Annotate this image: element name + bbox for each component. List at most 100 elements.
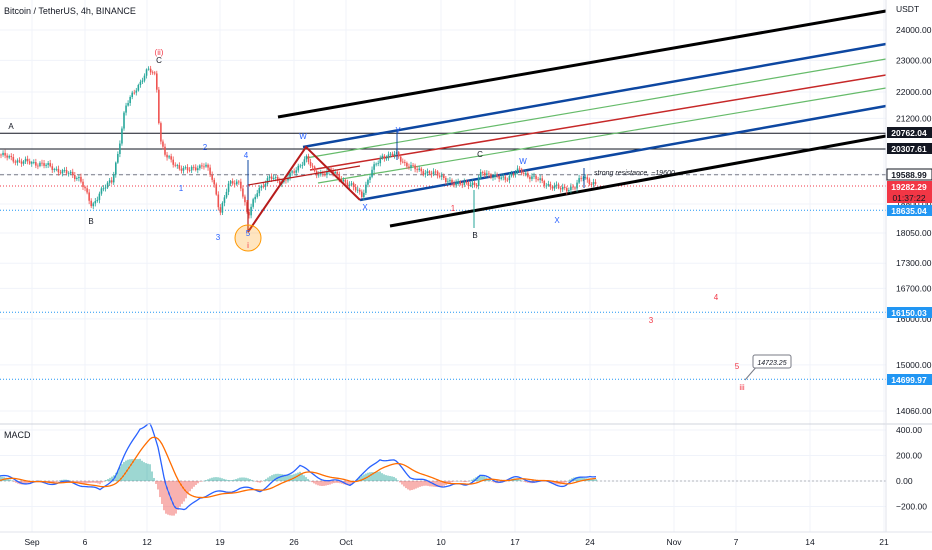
candle-body <box>590 184 593 185</box>
macd-histogram-bar <box>85 481 87 484</box>
price-tick-label: 22000.00 <box>896 87 932 97</box>
candle-body <box>270 176 273 179</box>
candle-body <box>326 171 328 176</box>
candle-body <box>377 163 379 165</box>
candle-body <box>551 186 554 189</box>
macd-histogram-bar <box>223 478 225 481</box>
wave-drawings[interactable]: 14723.25 strong resistance, ~19600 <box>234 130 792 381</box>
macd-histogram-bar <box>155 481 157 484</box>
candle-body <box>115 162 117 175</box>
candle-body <box>262 185 265 187</box>
macd-histogram-bar <box>313 481 315 484</box>
candle-body <box>541 178 543 181</box>
time-tick-label: Sep <box>24 537 39 547</box>
resistance-annotation: strong resistance, ~19600 <box>594 170 675 177</box>
macd-histogram-bar <box>333 481 335 484</box>
price-tag-label: 19282.29 <box>891 182 927 192</box>
macd-histogram-bar <box>419 481 421 487</box>
candle-body <box>459 181 461 185</box>
macd-histogram-bar <box>483 476 485 481</box>
macd-tick-label: 0.00 <box>896 476 913 486</box>
macd-histogram-bar <box>413 481 415 490</box>
macd-histogram-bar <box>169 481 171 516</box>
candle-body <box>223 197 226 203</box>
time-axis[interactable]: Sep 6 12 19 26 Oct 10 17 24 Nov 7 14 21 <box>24 537 889 547</box>
macd-histogram-bar <box>9 479 11 481</box>
candle-body <box>299 165 302 167</box>
candle-body <box>557 184 560 189</box>
macd-histogram-bar <box>337 481 339 483</box>
macd-histogram-bar <box>133 459 135 481</box>
candle-body <box>0 154 2 156</box>
candle-body <box>158 89 160 124</box>
candle-body <box>547 184 550 186</box>
candle-body <box>127 103 129 106</box>
macd-title: MACD <box>4 430 31 440</box>
macd-histogram-bar <box>579 477 581 481</box>
candle-body <box>8 156 10 158</box>
candle-body <box>529 176 531 180</box>
candle-body <box>488 173 490 175</box>
macd-histogram-bar <box>57 481 59 482</box>
macd-histogram-bar <box>429 481 431 487</box>
macd-histogram-bar <box>305 477 307 481</box>
candle-body <box>311 165 314 167</box>
time-tick-label: 10 <box>436 537 446 547</box>
channel-drawings[interactable] <box>277 9 887 228</box>
candle-body <box>246 202 248 213</box>
candle-body <box>131 92 133 97</box>
macd-histogram-bar <box>255 481 257 482</box>
candle-body <box>104 187 107 189</box>
candle-body <box>244 196 246 203</box>
candle-body <box>586 177 589 180</box>
horizontal-levels[interactable] <box>0 132 886 380</box>
macd-histogram-bar <box>325 481 327 486</box>
macd-histogram-bar <box>393 476 395 481</box>
candle-body <box>510 173 513 176</box>
candle-body <box>408 166 410 168</box>
candle-body <box>469 184 472 186</box>
callout-box <box>752 354 792 369</box>
candle-body <box>320 172 322 175</box>
candle-body <box>264 183 267 187</box>
candle-body <box>18 160 21 162</box>
wave-label: 4 <box>244 151 249 160</box>
candle-body <box>33 162 35 163</box>
macd-histogram-bar <box>477 476 479 481</box>
candle-body <box>535 175 537 180</box>
macd-histogram-bar <box>11 480 13 482</box>
candle-body <box>240 181 242 189</box>
time-tick-label: 14 <box>805 537 815 547</box>
wave-label: 2 <box>203 143 208 152</box>
macd-histogram-bar <box>471 479 473 481</box>
candle-body <box>486 173 488 176</box>
candle-body <box>143 75 146 81</box>
wave-label: 3 <box>216 233 221 242</box>
candle-body <box>238 181 240 183</box>
candle-body <box>447 181 449 183</box>
macd-tick-label: 400.00 <box>896 425 922 435</box>
macd-histogram-bar <box>455 481 457 482</box>
macd-axis[interactable]: 400.00 200.00 0.00 −200.00 <box>896 425 927 512</box>
candle-body <box>205 164 207 167</box>
macd-histogram-bar <box>303 475 305 481</box>
macd-histogram-bar <box>435 481 437 487</box>
candle-body <box>334 172 336 174</box>
macd-histogram-bar <box>211 477 213 481</box>
candle-body <box>69 171 72 174</box>
wave-label: B <box>472 231 477 240</box>
wave-label: 1 <box>179 184 184 193</box>
macd-histogram-bar <box>159 481 161 498</box>
candle-body <box>346 182 349 186</box>
macd-histogram-bar <box>437 481 439 488</box>
macd-histogram-bar <box>109 477 111 481</box>
candle-body <box>561 186 564 190</box>
candle-body <box>256 193 259 197</box>
price-tag <box>887 143 932 154</box>
price-tick-label: 16000.00 <box>896 314 932 324</box>
macd-histogram-bar <box>55 481 57 482</box>
macd-histogram-bar <box>27 481 29 484</box>
macd-histogram-bar <box>61 479 63 481</box>
candle-body <box>151 72 154 74</box>
